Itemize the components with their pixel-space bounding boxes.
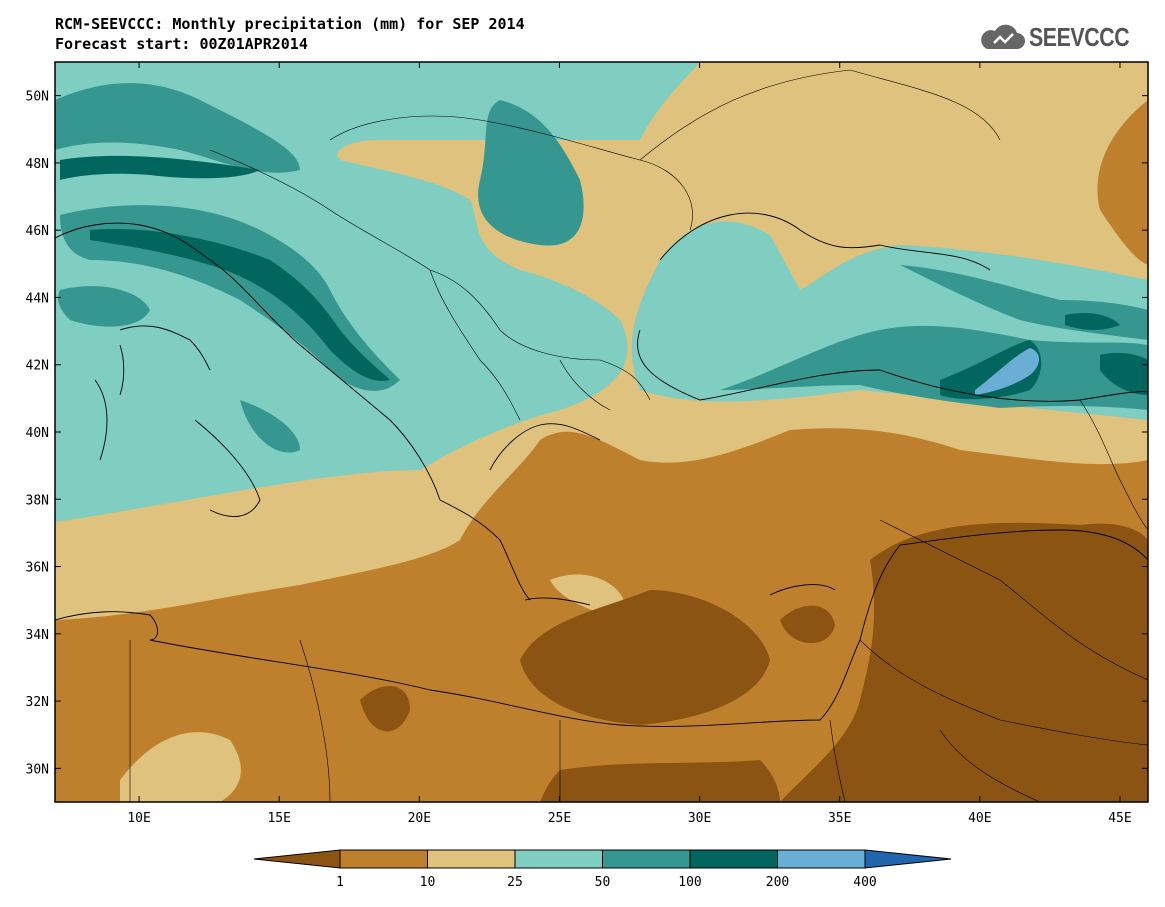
lon-tick-label: 40E <box>968 811 991 826</box>
title-line-2: Forecast start: 00Z01APR2014 <box>55 35 308 53</box>
logo-text: SEEVCCC <box>1028 22 1130 52</box>
colorbar-segment <box>689 849 778 869</box>
cloud-icon <box>980 24 1025 49</box>
colorbar-legend: 1 10 25 50 100 200 400 <box>253 849 952 890</box>
lon-tick-label: 20E <box>408 811 431 826</box>
colorbar-label: 25 <box>507 875 523 890</box>
lat-tick-label: 48N <box>26 157 49 172</box>
lon-tick-label: 45E <box>1108 811 1131 826</box>
coastlines <box>55 212 1148 727</box>
colorbar-label: 10 <box>420 875 436 890</box>
colorbar-segment <box>777 849 866 869</box>
seevccc-logo: SEEVCCC <box>977 22 1151 53</box>
lat-tick-label: 44N <box>26 291 49 306</box>
longitude-axis: 10E 15E 20E 25E 30E 35E 40E 45E <box>127 62 1132 826</box>
lat-tick-label: 32N <box>26 695 49 710</box>
lon-tick-label: 10E <box>127 811 150 826</box>
colorbar-segment <box>602 849 691 869</box>
colorbar-label: 1 <box>336 875 344 890</box>
latitude-axis: 50N 48N 46N 44N 42N 40N 38N 36N 34N 32N 30N <box>26 90 1148 777</box>
colorbar-over-triangle <box>864 849 952 869</box>
colorbar-segment <box>427 849 516 869</box>
colorbar-label: 100 <box>678 875 701 890</box>
lon-tick-label: 35E <box>828 811 851 826</box>
colorbar-label: 50 <box>595 875 611 890</box>
lon-tick-label: 15E <box>267 811 290 826</box>
lat-tick-label: 42N <box>26 359 49 374</box>
colorbar-segment <box>514 849 603 869</box>
lat-tick-label: 40N <box>26 426 49 441</box>
lon-tick-label: 30E <box>688 811 711 826</box>
precipitation-field <box>55 62 1148 802</box>
lat-tick-label: 38N <box>26 493 49 508</box>
lon-tick-label: 25E <box>548 811 571 826</box>
colorbar-label: 400 <box>853 875 876 890</box>
lat-tick-label: 50N <box>26 90 49 105</box>
lat-tick-label: 36N <box>26 561 49 576</box>
country-borders <box>129 69 1148 802</box>
title-line-1: RCM-SEEVCCC: Monthly precipitation (mm) … <box>55 15 525 33</box>
lat-tick-label: 46N <box>26 224 49 239</box>
colorbar-under-triangle <box>253 849 341 869</box>
lat-tick-label: 34N <box>26 628 49 643</box>
colorbar-segment <box>339 849 428 869</box>
map-title: RCM-SEEVCCC: Monthly precipitation (mm) … <box>55 14 525 54</box>
lat-tick-label: 30N <box>26 762 49 777</box>
colorbar-label: 200 <box>766 875 789 890</box>
